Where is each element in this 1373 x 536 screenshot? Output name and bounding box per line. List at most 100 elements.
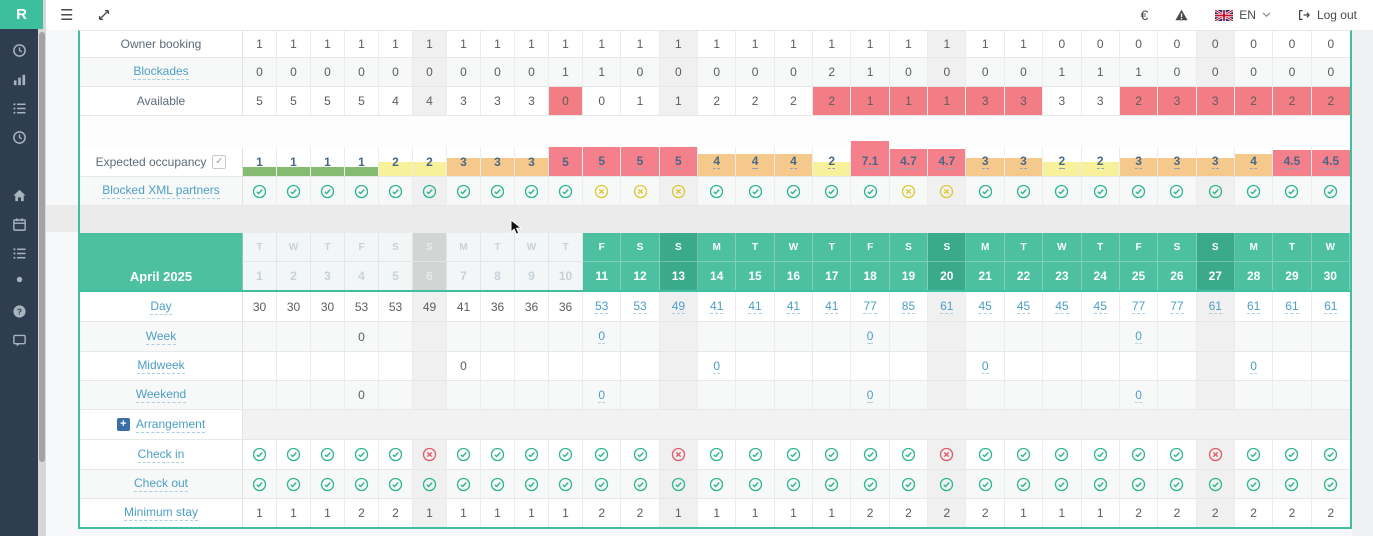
- check-circle-icon[interactable]: [286, 447, 301, 462]
- cell-value[interactable]: 61: [1324, 299, 1338, 314]
- row-label-day[interactable]: Day: [80, 292, 243, 321]
- row-label-text[interactable]: Minimum stay: [123, 505, 198, 521]
- cell-expected-occupancy-day-28[interactable]: 4: [1234, 147, 1274, 176]
- check-circle-icon[interactable]: [1208, 477, 1223, 492]
- cell-value[interactable]: 0: [866, 387, 874, 403]
- check-circle-icon[interactable]: [354, 447, 369, 462]
- check-circle-icon[interactable]: [1246, 477, 1261, 492]
- cell-check-in-day-18[interactable]: [851, 440, 890, 469]
- cell-week-day-11[interactable]: 0: [583, 322, 622, 351]
- check-circle-icon[interactable]: [1054, 184, 1069, 199]
- cell-day-day-29[interactable]: 61: [1273, 292, 1312, 321]
- row-label-check-out[interactable]: Check out: [80, 470, 243, 498]
- check-circle-icon[interactable]: [1323, 477, 1338, 492]
- check-circle-icon[interactable]: [252, 184, 267, 199]
- cell-value[interactable]: 49: [671, 299, 686, 314]
- cell-day-day-26[interactable]: 77: [1158, 292, 1197, 321]
- cell-check-out-day-2[interactable]: [277, 470, 311, 498]
- cell-check-in-day-8[interactable]: [481, 440, 515, 469]
- row-label-text[interactable]: Day: [150, 298, 172, 315]
- cell-expected-occupancy-day-12[interactable]: 5: [621, 147, 660, 176]
- occupancy-value[interactable]: 3: [1211, 154, 1219, 169]
- cell-value[interactable]: 0: [598, 387, 606, 403]
- cell-day-day-14[interactable]: 41: [698, 292, 737, 321]
- cell-day-day-21[interactable]: 45: [966, 292, 1005, 321]
- occupancy-value[interactable]: 2: [1058, 154, 1066, 169]
- check-circle-icon[interactable]: [354, 184, 369, 199]
- cell-day-day-17[interactable]: 41: [813, 292, 852, 321]
- cell-value[interactable]: 61: [940, 299, 954, 314]
- x-circle-blocked-icon[interactable]: [939, 447, 954, 462]
- cell-check-in-day-29[interactable]: [1273, 440, 1312, 469]
- cell-expected-occupancy-day-11[interactable]: 5: [583, 147, 622, 176]
- check-circle-icon[interactable]: [594, 447, 609, 462]
- cell-value[interactable]: 0: [1135, 329, 1142, 344]
- cell-expected-occupancy-day-30[interactable]: 4.5: [1311, 147, 1350, 176]
- row-label-midweek[interactable]: Midweek: [80, 352, 243, 380]
- cell-expected-occupancy-day-24[interactable]: 2: [1081, 147, 1120, 176]
- cell-blocked-xml-partners-day-6[interactable]: [413, 177, 447, 205]
- cell-day-day-30[interactable]: 61: [1312, 292, 1350, 321]
- check-circle-icon[interactable]: [388, 477, 403, 492]
- row-label-text[interactable]: Weekend: [135, 387, 187, 403]
- cell-check-out-day-27[interactable]: [1196, 470, 1235, 498]
- x-circle-warning-icon[interactable]: [671, 184, 686, 199]
- cell-blocked-xml-partners-day-7[interactable]: [447, 177, 481, 205]
- sidebar-item-clock[interactable]: [11, 42, 27, 58]
- cell-check-out-day-19[interactable]: [890, 470, 929, 498]
- cell-expected-occupancy-day-19[interactable]: 4.7: [889, 147, 929, 176]
- cell-check-out-day-7[interactable]: [447, 470, 481, 498]
- cell-value[interactable]: 61: [1246, 299, 1261, 314]
- cell-value[interactable]: 0: [598, 329, 606, 344]
- cell-week-day-25[interactable]: 0: [1120, 322, 1159, 351]
- check-circle-icon[interactable]: [320, 447, 335, 462]
- check-circle-icon[interactable]: [1284, 184, 1299, 199]
- cell-weekend-day-18[interactable]: 0: [851, 381, 890, 409]
- cell-day-day-25[interactable]: 77: [1120, 292, 1159, 321]
- occupancy-value[interactable]: 7.1: [861, 154, 879, 169]
- cell-expected-occupancy-day-29[interactable]: 4.5: [1273, 147, 1312, 176]
- cell-blocked-xml-partners-day-3[interactable]: [311, 177, 345, 205]
- check-circle-icon[interactable]: [1016, 184, 1031, 199]
- cell-day-day-16[interactable]: 41: [775, 292, 814, 321]
- occupancy-value[interactable]: 3: [1135, 154, 1142, 169]
- check-circle-icon[interactable]: [456, 447, 471, 462]
- cell-expected-occupancy-day-21[interactable]: 3: [966, 147, 1005, 176]
- app-logo[interactable]: R: [0, 0, 43, 29]
- check-circle-icon[interactable]: [1208, 184, 1223, 199]
- check-circle-icon[interactable]: [978, 477, 993, 492]
- cell-blocked-xml-partners-day-11[interactable]: [583, 177, 622, 205]
- cell-blocked-xml-partners-day-2[interactable]: [277, 177, 311, 205]
- check-circle-icon[interactable]: [633, 477, 648, 492]
- occupancy-value[interactable]: 3: [1173, 154, 1181, 169]
- cell-expected-occupancy-day-17[interactable]: 2: [813, 147, 852, 176]
- cell-blocked-xml-partners-day-9[interactable]: [515, 177, 549, 205]
- cell-check-in-day-24[interactable]: [1082, 440, 1120, 469]
- check-circle-icon[interactable]: [978, 447, 993, 462]
- cell-blocked-xml-partners-day-10[interactable]: [549, 177, 583, 205]
- occupancy-value[interactable]: 3: [981, 154, 989, 169]
- cell-check-out-day-6[interactable]: [413, 470, 447, 498]
- check-circle-icon[interactable]: [558, 447, 573, 462]
- cell-blocked-xml-partners-day-13[interactable]: [659, 177, 699, 205]
- cell-blocked-xml-partners-day-17[interactable]: [813, 177, 852, 205]
- row-label-text[interactable]: Check in: [137, 446, 185, 463]
- cell-blocked-xml-partners-day-15[interactable]: [736, 177, 775, 205]
- cell-expected-occupancy-day-27[interactable]: 3: [1196, 147, 1235, 176]
- cell-expected-occupancy-day-15[interactable]: 4: [736, 147, 775, 176]
- check-circle-icon[interactable]: [748, 477, 763, 492]
- check-circle-icon[interactable]: [709, 477, 724, 492]
- check-circle-icon[interactable]: [1131, 477, 1146, 492]
- x-circle-warning-icon[interactable]: [633, 184, 648, 199]
- cell-day-day-23[interactable]: 45: [1043, 292, 1082, 321]
- cell-check-in-day-6[interactable]: [413, 440, 447, 469]
- check-circle-icon[interactable]: [252, 477, 267, 492]
- check-circle-icon[interactable]: [1131, 447, 1146, 462]
- cell-check-out-day-24[interactable]: [1082, 470, 1120, 498]
- check-circle-icon[interactable]: [671, 477, 686, 492]
- cell-value[interactable]: 77: [863, 299, 877, 314]
- check-circle-icon[interactable]: [1323, 184, 1338, 199]
- occupancy-value[interactable]: 4.7: [900, 154, 917, 169]
- check-circle-icon[interactable]: [1131, 184, 1146, 199]
- check-circle-icon[interactable]: [978, 184, 993, 199]
